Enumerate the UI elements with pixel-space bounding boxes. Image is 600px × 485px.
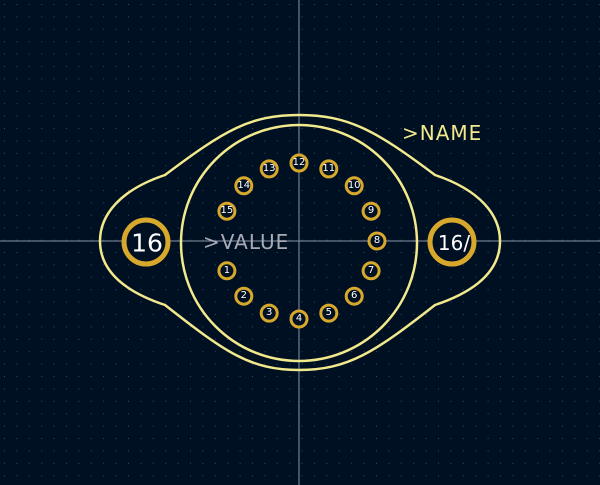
pin-pad-3[interactable]: [259, 303, 279, 323]
pin-label-1: 1: [223, 264, 231, 276]
pin-label-3: 3: [266, 307, 273, 319]
pin-pad-5[interactable]: [319, 303, 339, 323]
pin-label-7: 7: [367, 264, 375, 276]
pin-pad-1[interactable]: [217, 261, 237, 281]
pin-label-8: 8: [373, 235, 381, 246]
pin-label-14: 14: [237, 179, 251, 191]
pin-label-2: 2: [240, 290, 247, 302]
pin-label-4: 4: [295, 313, 303, 324]
mounting-pad-right-label: 16/: [437, 231, 471, 255]
pin-label-9: 9: [367, 205, 375, 217]
pin-label-5: 5: [325, 307, 332, 319]
pin-pad-9[interactable]: [361, 201, 381, 221]
pin-pad-15[interactable]: [217, 201, 237, 221]
body-circle-outline[interactable]: [179, 123, 419, 363]
pin-pad-11[interactable]: [319, 159, 339, 179]
pin-label-13: 13: [262, 162, 276, 174]
pin-label-10: 10: [347, 179, 361, 191]
reference-name-field[interactable]: >NAME: [402, 121, 483, 145]
pin-pad-4[interactable]: [289, 309, 309, 329]
pin-pad-6[interactable]: [344, 286, 364, 306]
mounting-pad-left-label: 16: [131, 228, 163, 258]
value-field[interactable]: >VALUE: [203, 230, 290, 254]
mounting-pad-left[interactable]: [121, 217, 171, 267]
pin-pad-2[interactable]: [234, 286, 254, 306]
pin-pad-12[interactable]: [289, 153, 309, 173]
pin-label-11: 11: [322, 162, 336, 174]
pin-label-12: 12: [292, 157, 306, 168]
pin-pad-14[interactable]: [234, 176, 254, 196]
pin-label-15: 15: [220, 205, 234, 217]
pin-pad-7[interactable]: [361, 261, 381, 281]
mounting-pad-right[interactable]: [427, 217, 477, 267]
pin-pad-8[interactable]: [367, 231, 387, 251]
pin-pad-10[interactable]: [344, 176, 364, 196]
pin-pad-13[interactable]: [259, 159, 279, 179]
pin-label-6: 6: [351, 290, 358, 302]
grid-dots: [4, 4, 600, 477]
pin-group: [217, 153, 387, 329]
footprint-outline[interactable]: [98, 113, 502, 372]
